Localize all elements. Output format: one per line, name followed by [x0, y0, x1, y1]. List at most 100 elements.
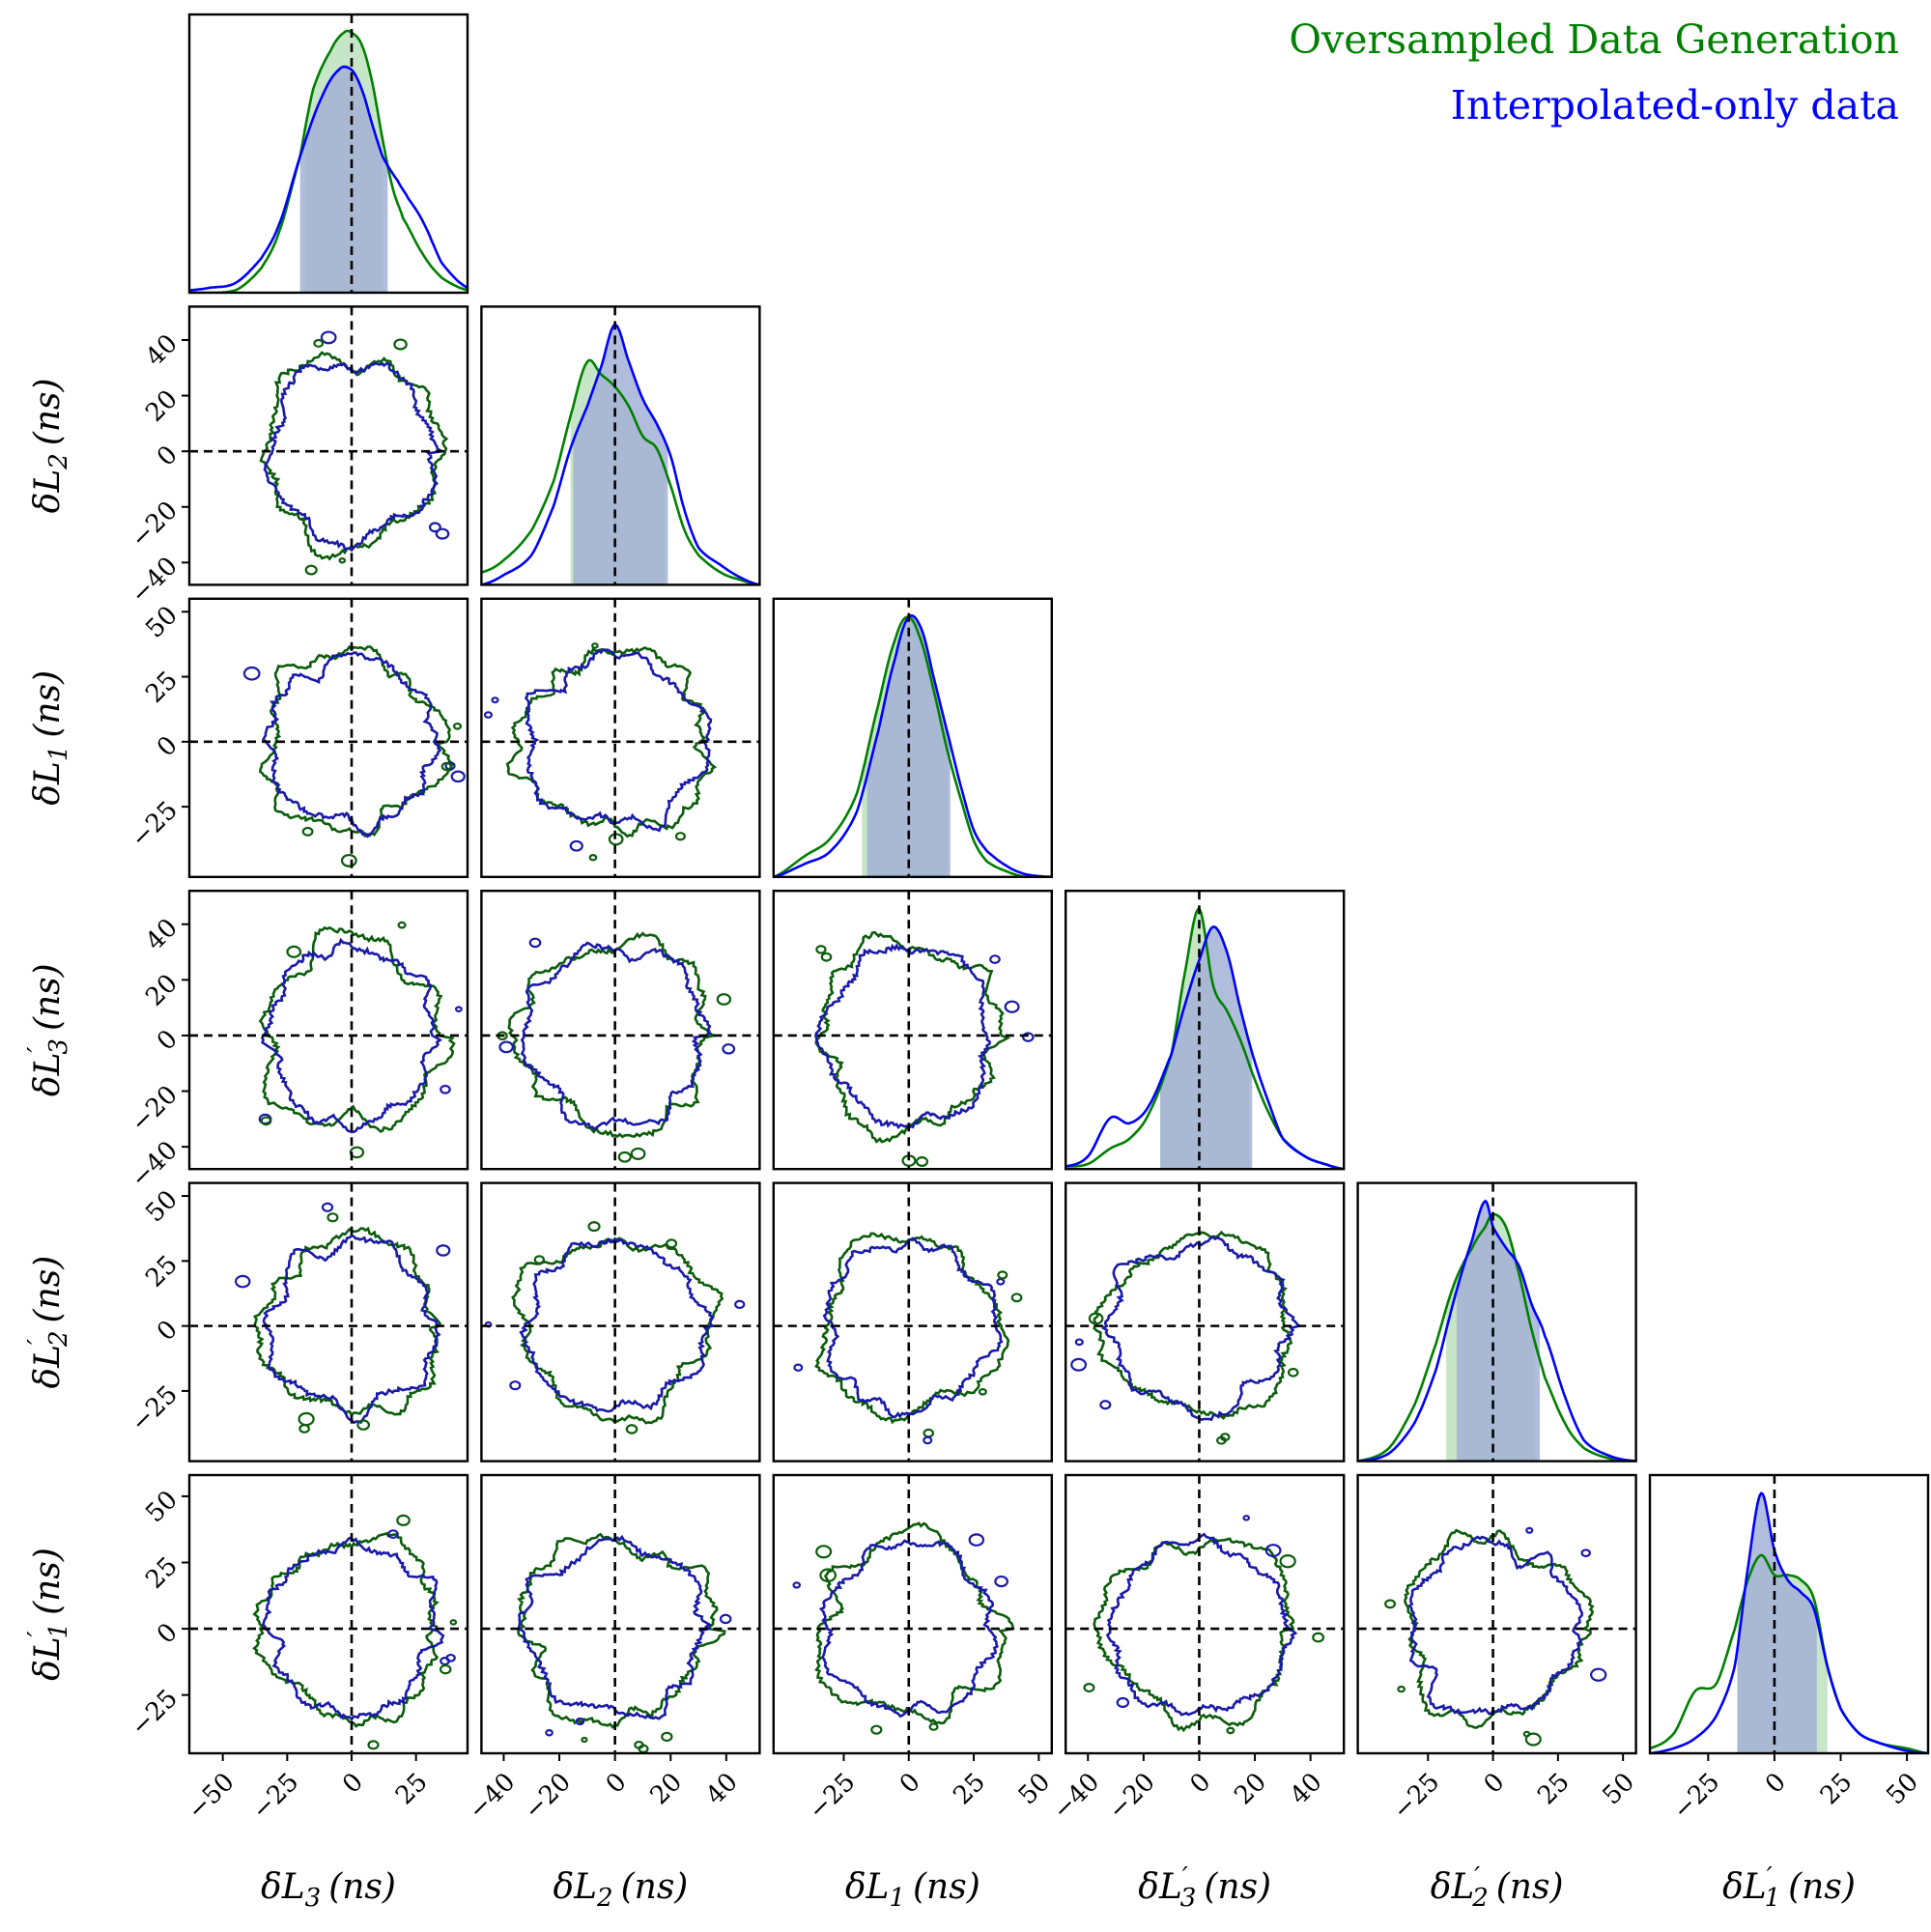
panel-content: [1357, 1182, 1636, 1462]
contour-island: [327, 1212, 339, 1223]
axis-label-base: δL: [553, 1867, 597, 1907]
y-tick-label: −25: [126, 796, 184, 854]
contour-island: [286, 945, 302, 958]
contour-island: [301, 826, 314, 837]
contour-island: [1070, 1357, 1088, 1372]
panel-frame: [772, 890, 1053, 1171]
y-tick-label: 0: [152, 1315, 184, 1347]
green-contour: [1093, 1537, 1295, 1733]
y-tick-label: −40: [126, 1136, 184, 1194]
panel-content: [1065, 1475, 1345, 1753]
contour-island: [1525, 1526, 1534, 1534]
y-tick-label: 20: [140, 384, 184, 428]
panel-content: [189, 1182, 468, 1462]
contour-island: [792, 1581, 802, 1589]
x-tick-label: 0: [895, 1768, 926, 1800]
contour-island: [997, 1270, 1008, 1280]
panel-content: [481, 1475, 760, 1753]
blue-density-line: [1357, 1199, 1636, 1462]
contour-island: [661, 1731, 673, 1743]
contour-island: [588, 854, 598, 862]
x-tick-label: 40: [700, 1768, 744, 1811]
x-tick-label: 0: [1760, 1768, 1792, 1800]
axis-label-unit: (ns): [28, 1548, 68, 1615]
contour-island: [452, 722, 463, 730]
axis-label-sub: 2: [44, 453, 73, 470]
x-tick-label: −25: [246, 1768, 304, 1826]
contour-island: [396, 1514, 411, 1526]
x-axis-label-L1: δL1 (ns): [845, 1867, 980, 1913]
axis-label-base: δL: [28, 469, 68, 514]
axis-label-unit: (ns): [328, 1867, 396, 1907]
contour-panel-L3p-L2p: [1064, 1181, 1346, 1463]
panel-frame: [1064, 1181, 1346, 1463]
contour-island: [440, 1084, 451, 1094]
y-tick-label: 0: [152, 1025, 184, 1057]
contour-panel-L3-L3p: −40−20 0 20 40: [126, 890, 469, 1194]
contour-island: [722, 1043, 736, 1055]
x-axis-label-L1p: δL′ 1 (ns): [1722, 1862, 1856, 1913]
contour-island: [989, 954, 1001, 964]
marginal-panel-L2p: [1356, 1181, 1637, 1463]
y-tick-label: 25: [140, 1551, 184, 1595]
green-contour: [814, 930, 1011, 1144]
contour-island: [498, 1040, 514, 1054]
contour-island: [1279, 1554, 1296, 1569]
axis-label-unit: (ns): [1788, 1867, 1856, 1907]
panel-content: [773, 1182, 1052, 1462]
contour-island: [581, 1736, 588, 1744]
axis-label-sub: 2: [596, 1884, 613, 1913]
contour-island: [968, 1533, 985, 1547]
panel-frame: [480, 1181, 761, 1463]
contour-panel-L2-L1: [480, 597, 761, 878]
x-tick-label: −20: [519, 1768, 577, 1826]
x-tick-label: 25: [1815, 1768, 1859, 1811]
contour-island: [1088, 1312, 1104, 1325]
contour-island: [1580, 1548, 1591, 1558]
blue-contour: [822, 1236, 1004, 1419]
axis-label-base: δL: [28, 761, 68, 806]
legend-entry: Oversampled Data Generation: [1289, 16, 1899, 63]
axis-label-base: δL: [1431, 1867, 1475, 1907]
contour-island: [260, 1116, 272, 1126]
contour-island: [1216, 1435, 1227, 1445]
green-contour: [517, 1532, 726, 1729]
contour-island: [1083, 1682, 1095, 1693]
x-tick-label: 0: [337, 1768, 369, 1800]
contour-island: [298, 1411, 315, 1427]
panel-frame: [1064, 890, 1346, 1171]
contour-island: [304, 564, 318, 576]
contour-panel-L2-L2p: [480, 1181, 761, 1463]
contour-panel-L1-L1p: −25 0 25 50: [772, 1473, 1056, 1826]
axis-label-prime: ′: [23, 1631, 52, 1636]
blue-contour: [814, 943, 992, 1130]
contour-island: [569, 839, 583, 852]
contour-island: [915, 1156, 929, 1167]
x-tick-label: 20: [1229, 1768, 1272, 1811]
y-tick-label: −25: [126, 1380, 184, 1438]
axis-label-sub: 3: [305, 1884, 322, 1913]
contour-island: [387, 1529, 399, 1540]
panel-content: [481, 891, 760, 1170]
blue-contour: [524, 648, 713, 833]
x-axis-label-L2p: δL′ 2 (ns): [1431, 1862, 1564, 1913]
contour-island: [439, 1663, 452, 1675]
green-contour: [258, 644, 455, 838]
contour-island: [428, 522, 441, 533]
axis-label-sub: 1: [44, 746, 73, 762]
contour-island: [449, 1619, 458, 1626]
contour-island: [674, 832, 686, 841]
panel-content: [189, 598, 468, 877]
marginal-panel-L1p: −25 0 25 50: [1648, 1473, 1930, 1826]
green-contour: [252, 1531, 440, 1728]
axis-label-unit: (ns): [913, 1867, 980, 1907]
blue-credible-fill: [573, 325, 668, 585]
y-tick-label: −25: [126, 1684, 184, 1742]
contour-island: [356, 1419, 371, 1431]
contour-island: [819, 1568, 838, 1582]
green-density-line: [773, 615, 1052, 877]
blue-density-line: [189, 65, 468, 292]
x-tick-label: −40: [1047, 1768, 1105, 1826]
contour-island: [338, 556, 347, 564]
